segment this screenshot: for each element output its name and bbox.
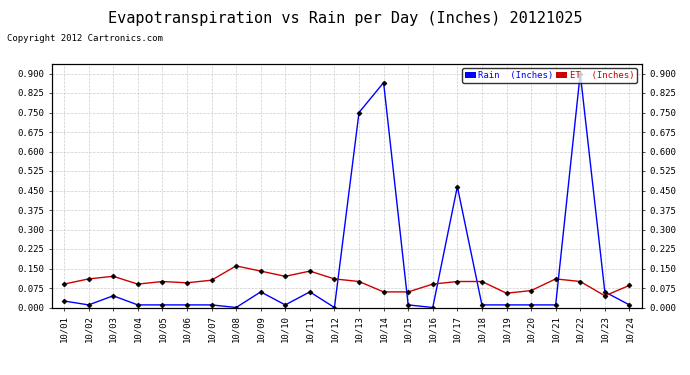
Legend: Rain  (Inches), ET  (Inches): Rain (Inches), ET (Inches): [462, 68, 637, 82]
Text: Evapotranspiration vs Rain per Day (Inches) 20121025: Evapotranspiration vs Rain per Day (Inch…: [108, 11, 582, 26]
Text: Copyright 2012 Cartronics.com: Copyright 2012 Cartronics.com: [7, 34, 163, 43]
